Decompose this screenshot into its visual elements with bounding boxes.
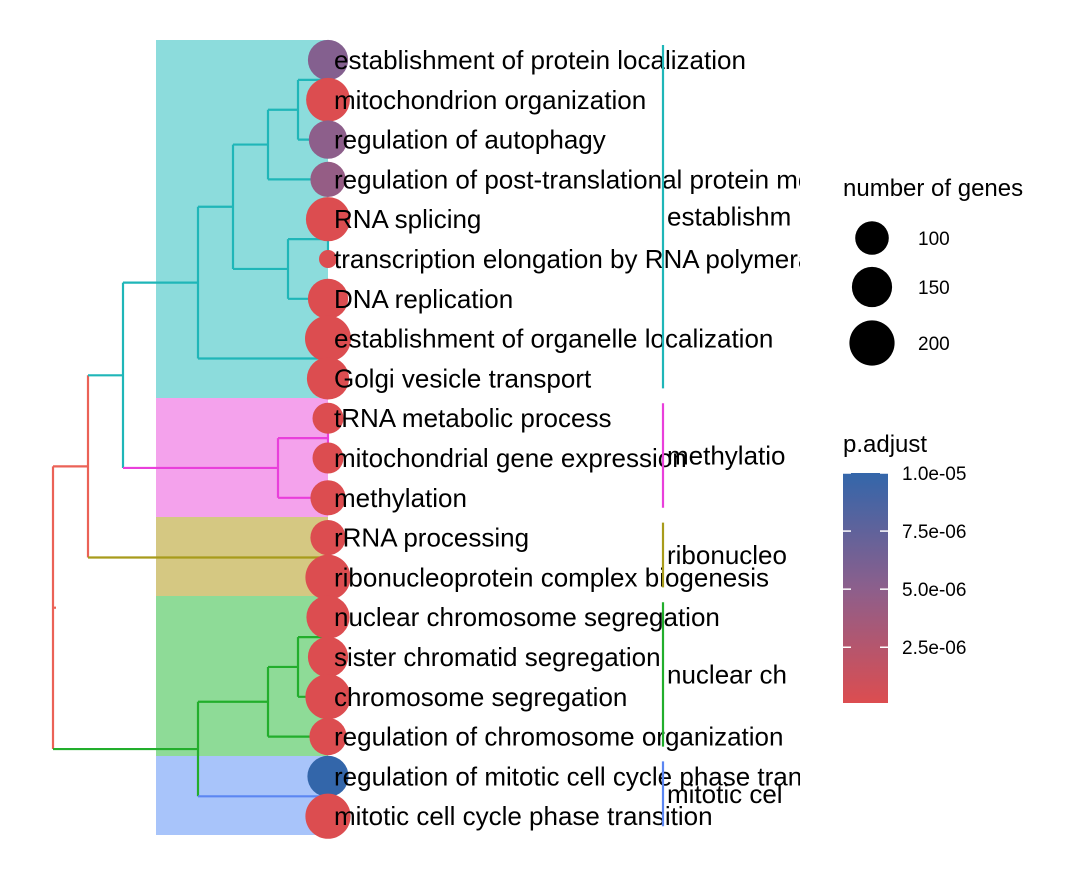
cluster-band bbox=[156, 596, 328, 756]
size-legend-title: number of genes bbox=[843, 175, 1023, 202]
term-dot bbox=[306, 595, 350, 639]
color-legend: p.adjust 1.0e-05 7.5e-06 5.0e-06 2.5e-06 bbox=[843, 431, 966, 703]
term-label: establishment of organelle localization bbox=[334, 324, 773, 354]
size-legend-label: 200 bbox=[918, 334, 950, 355]
term-label: nuclear chromosome segregation bbox=[334, 602, 720, 632]
cluster-annotations: establishm methylatio ribonucleo nuclear ch… bbox=[661, 45, 791, 827]
size-legend-key bbox=[855, 221, 889, 255]
cluster-label: mitotic cel bbox=[667, 779, 783, 809]
term-label: ribonucleoprotein complex biogenesis bbox=[334, 562, 769, 592]
cluster-band bbox=[156, 398, 328, 517]
color-legend-label: 7.5e-06 bbox=[902, 522, 966, 543]
term-label: regulation of mitotic cell cycle phase t… bbox=[334, 761, 863, 791]
term-label: mitochondrion organization bbox=[334, 85, 646, 115]
term-dot bbox=[307, 278, 349, 319]
term-dot bbox=[310, 480, 346, 516]
size-legend-label: 150 bbox=[918, 278, 950, 299]
cluster-label: nuclear ch bbox=[667, 659, 787, 689]
color-legend-label: 2.5e-06 bbox=[902, 638, 966, 659]
size-legend-key bbox=[849, 320, 895, 366]
term-label: transcription elongation by RNA polymera… bbox=[334, 244, 840, 274]
term-dot bbox=[310, 520, 346, 556]
term-label: tRNA metabolic process bbox=[334, 403, 611, 433]
term-dot bbox=[305, 554, 351, 601]
cluster-band bbox=[156, 40, 328, 398]
term-dot bbox=[306, 357, 350, 400]
term-label: DNA replication bbox=[334, 284, 513, 314]
term-dot bbox=[305, 197, 351, 242]
cluster-label: establishm bbox=[667, 202, 791, 232]
term-label: regulation of chromosome organization bbox=[334, 722, 783, 752]
color-legend-label: 5.0e-06 bbox=[902, 580, 966, 601]
term-label: regulation of post-translational protein… bbox=[334, 164, 915, 194]
term-dot bbox=[307, 636, 349, 678]
term-dot bbox=[309, 718, 347, 756]
term-dot bbox=[312, 442, 344, 474]
term-dot bbox=[306, 77, 350, 122]
term-label: chromosome segregation bbox=[334, 682, 627, 712]
color-legend-title: p.adjust bbox=[843, 431, 927, 458]
term-dot bbox=[305, 315, 351, 362]
term-dot bbox=[310, 161, 346, 197]
term-label: mitochondrial gene expression bbox=[334, 443, 687, 473]
term-dot bbox=[319, 250, 337, 268]
term-label: methylation bbox=[334, 483, 467, 513]
term-dots bbox=[305, 39, 351, 839]
term-dot bbox=[307, 755, 349, 798]
size-legend-label: 100 bbox=[918, 229, 950, 250]
term-dot bbox=[307, 39, 349, 81]
term-labels: establishment of protein localization mit… bbox=[334, 45, 915, 831]
term-label: establishment of protein localization bbox=[334, 45, 746, 75]
term-label: sister chromatid segregation bbox=[334, 642, 661, 672]
cluster-label: methylatio bbox=[667, 441, 786, 471]
term-label: Golgi vesicle transport bbox=[334, 363, 592, 393]
term-label: RNA splicing bbox=[334, 204, 481, 234]
term-label: mitotic cell cycle phase transition bbox=[334, 801, 713, 831]
size-legend: number of genes 100 150 200 bbox=[843, 175, 1023, 366]
term-dot bbox=[312, 402, 344, 434]
size-legend-key bbox=[851, 266, 893, 308]
cluster-label: ribonucleo bbox=[667, 540, 787, 570]
color-legend-bar bbox=[843, 473, 888, 703]
term-dot bbox=[308, 120, 348, 159]
color-legend-label: 1.0e-05 bbox=[902, 464, 966, 485]
term-label: regulation of autophagy bbox=[334, 125, 606, 155]
term-dot bbox=[305, 793, 351, 839]
term-dot bbox=[305, 674, 351, 720]
term-label: rRNA processing bbox=[334, 523, 529, 553]
